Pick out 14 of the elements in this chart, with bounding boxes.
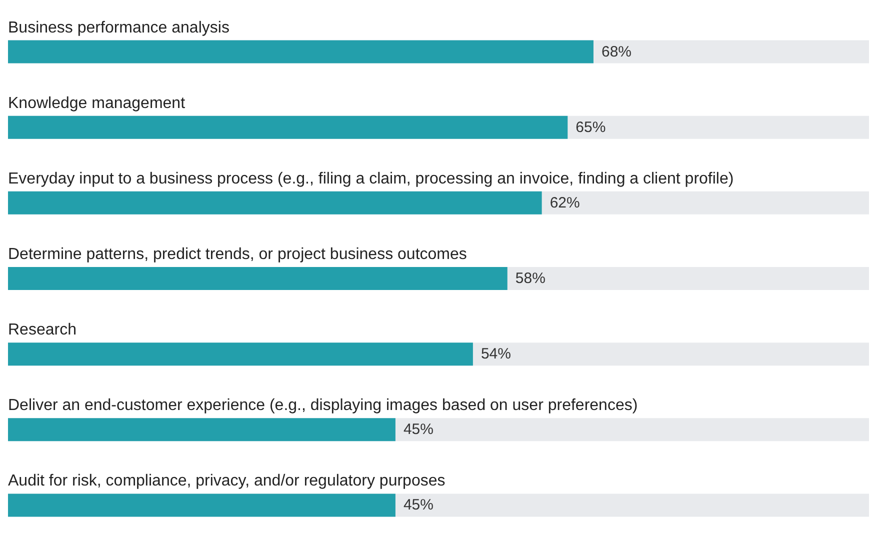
data-label: 65% xyxy=(576,118,606,136)
data-label: 45% xyxy=(403,421,434,438)
y-tick-label: Knowledge management xyxy=(8,94,186,112)
y-tick-label: Determine patterns, predict trends, or project business outcomes xyxy=(8,246,467,263)
y-tick-label: Audit for risk, compliance, privacy, and/or regulatory purposes xyxy=(8,472,446,490)
y-tick-label: Research xyxy=(8,322,76,339)
y-tick-label: Business performance analysis xyxy=(8,19,230,36)
y-tick-label: Everyday input to a business process (e.g., filing a claim, processing an invoice, finding a client profile) xyxy=(8,170,734,188)
data-label: 68% xyxy=(601,43,632,60)
data-label: 45% xyxy=(403,496,434,514)
data-label: 58% xyxy=(515,270,546,287)
data-label: 54% xyxy=(480,346,511,363)
y-tick-label: Deliver an end-customer experience (e.g., displaying images based on user preferences) xyxy=(8,397,638,414)
data-label: 62% xyxy=(550,194,580,212)
